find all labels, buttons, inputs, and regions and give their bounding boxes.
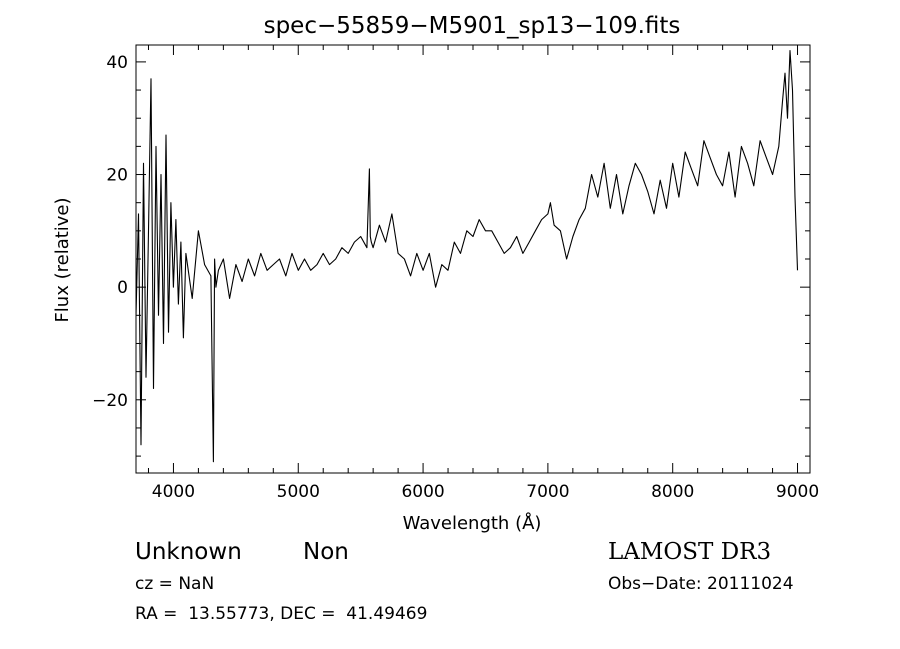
observation-date: Obs−Date: 20111024 — [608, 574, 794, 594]
survey-name: LAMOST DR3 — [608, 539, 771, 565]
x-tick-label: 7000 — [526, 482, 569, 502]
y-tick-label: −20 — [92, 391, 128, 411]
y-tick-label: 20 — [106, 166, 128, 186]
plot-frame — [135, 44, 811, 474]
object-class: Unknown — [135, 539, 242, 565]
x-tick-label: 4000 — [152, 482, 195, 502]
ra-dec-coordinates: RA = 13.55773, DEC = 41.49469 — [135, 604, 427, 624]
y-tick-label: 40 — [106, 53, 128, 73]
x-axis: 4000 5000 6000 7000 8000 9000 — [147, 45, 819, 502]
x-tick-label: 8000 — [651, 482, 694, 502]
y-axis: −20 0 20 40 — [92, 53, 810, 457]
x-tick-label: 9000 — [776, 482, 819, 502]
spectrum-series-line — [136, 50, 799, 463]
y-tick-label: 0 — [117, 278, 128, 298]
redshift-cz: cz = NaN — [135, 574, 214, 594]
x-tick-label: 5000 — [277, 482, 320, 502]
chart-title: spec−55859−M5901_sp13−109.fits — [264, 13, 681, 39]
object-subclass: Non — [303, 539, 349, 565]
x-tick-label: 6000 — [401, 482, 444, 502]
x-axis-label: Wavelength (Å) — [403, 512, 542, 534]
y-axis-label: Flux (relative) — [52, 197, 73, 322]
